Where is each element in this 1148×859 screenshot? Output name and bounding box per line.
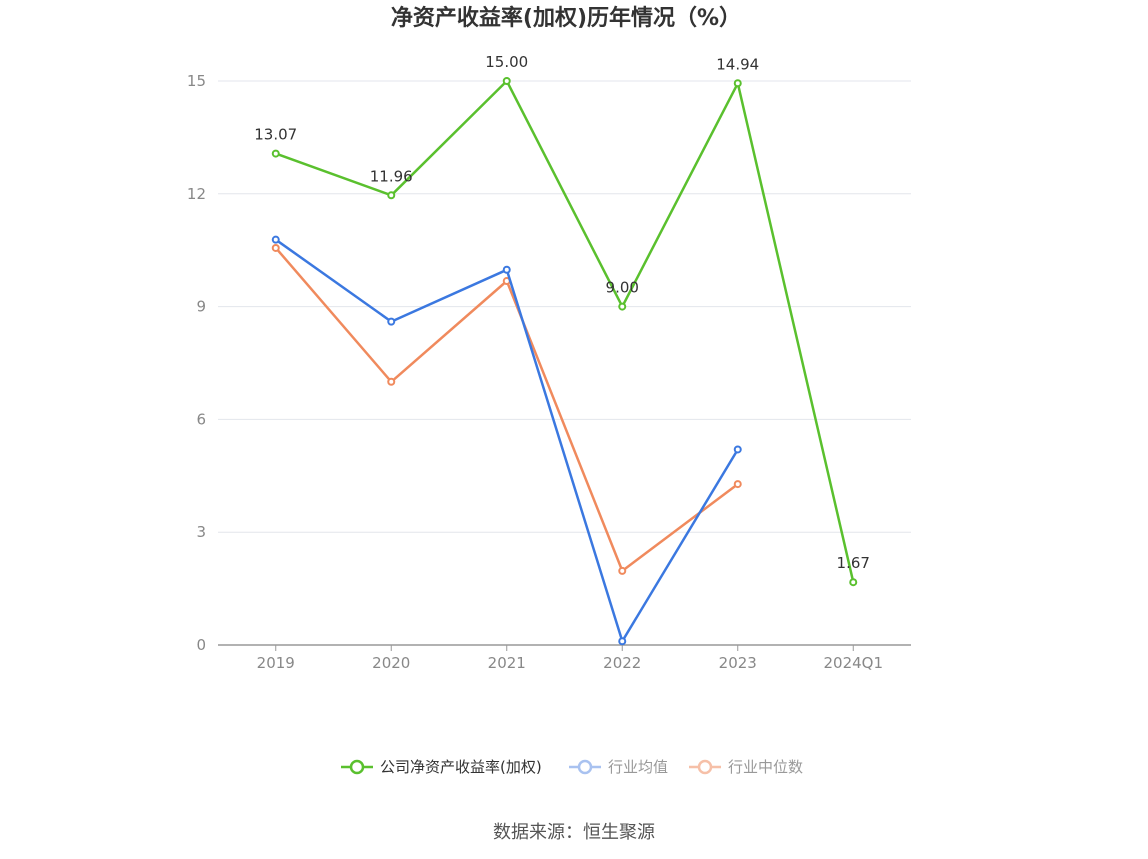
- x-tick-label: 2020: [372, 654, 410, 672]
- data-label: 13.07: [254, 126, 297, 144]
- legend-swatch-marker: [349, 759, 365, 775]
- legend-item-0[interactable]: 公司净资产收益率(加权): [341, 758, 542, 776]
- source-note: 数据来源：恒生聚源: [493, 822, 655, 843]
- x-tick-label: 2022: [603, 654, 641, 672]
- y-tick-label: 12: [187, 185, 206, 203]
- legend[interactable]: 公司净资产收益率(加权) 行业均值 行业中位数: [341, 758, 803, 776]
- data-point[interactable]: [618, 637, 627, 646]
- legend-item-2[interactable]: 行业中位数: [689, 758, 803, 776]
- x-tick-label: 2024Q1: [823, 654, 883, 672]
- x-tick-label: 2023: [719, 654, 757, 672]
- y-tick-label: 6: [196, 410, 206, 428]
- x-tick-label: 2019: [257, 654, 295, 672]
- y-tick-label: 0: [196, 636, 206, 654]
- data-point[interactable]: [733, 480, 742, 489]
- y-tick-label: 3: [196, 523, 206, 541]
- series-layer: [271, 77, 858, 646]
- y-tick-label: 15: [187, 72, 206, 90]
- legend-swatch-marker: [697, 759, 713, 775]
- data-point[interactable]: [618, 566, 627, 575]
- x-tick-label: 2021: [488, 654, 526, 672]
- data-point[interactable]: [502, 265, 511, 274]
- data-point[interactable]: [502, 77, 511, 85]
- data-point[interactable]: [271, 149, 280, 158]
- data-label: 14.94: [716, 55, 759, 73]
- data-point[interactable]: [387, 317, 396, 326]
- chart-title: 净资产收益率(加权)历年情况（%）: [391, 5, 741, 31]
- series-line-1: [275, 238, 739, 643]
- data-point[interactable]: [618, 302, 627, 311]
- data-labels: 13.07 11.96 15.00 9.00 14.94 1.67: [254, 53, 870, 572]
- data-point[interactable]: [849, 578, 858, 587]
- series-line-2: [274, 247, 739, 573]
- series-line-0: [275, 79, 855, 583]
- data-point[interactable]: [733, 79, 742, 88]
- data-point[interactable]: [733, 445, 742, 454]
- data-point[interactable]: [387, 377, 396, 386]
- legend-item-1[interactable]: 行业均值: [569, 758, 668, 776]
- legend-label: 行业均值: [608, 758, 668, 776]
- y-tick-label: 9: [196, 298, 206, 316]
- legend-label: 公司净资产收益率(加权): [380, 758, 542, 776]
- data-point[interactable]: [271, 235, 280, 244]
- legend-label: 行业中位数: [728, 758, 803, 776]
- legend-swatch-marker: [577, 759, 593, 775]
- grid: [218, 80, 911, 533]
- data-point[interactable]: [387, 191, 396, 200]
- data-label: 9.00: [606, 279, 639, 297]
- data-label: 15.00: [485, 53, 528, 71]
- data-label: 1.67: [837, 554, 870, 572]
- data-point[interactable]: [271, 243, 280, 252]
- data-label: 11.96: [370, 167, 413, 185]
- axes: 0 3 6 9 12 15 2019 2020 2021 2022 2023 2024Q1: [187, 72, 911, 672]
